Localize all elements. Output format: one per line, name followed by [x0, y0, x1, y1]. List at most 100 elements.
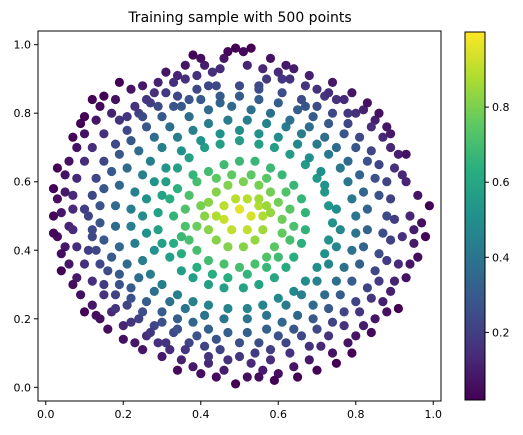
data-point — [304, 355, 314, 365]
data-point — [250, 348, 260, 358]
data-point — [382, 307, 392, 317]
data-point — [126, 293, 136, 303]
data-point — [87, 276, 97, 286]
data-point — [110, 221, 121, 231]
data-point — [362, 156, 372, 166]
data-point — [269, 375, 279, 385]
data-point — [296, 238, 307, 248]
data-point — [188, 317, 198, 327]
data-point — [362, 225, 372, 235]
data-point — [203, 166, 214, 177]
data-point — [355, 259, 365, 269]
data-point — [269, 142, 279, 153]
data-point — [281, 187, 291, 197]
data-point — [200, 341, 210, 351]
data-point — [203, 197, 214, 207]
data-point — [172, 365, 183, 375]
data-point — [296, 94, 307, 105]
data-point — [176, 146, 186, 156]
data-point — [114, 149, 124, 159]
data-point — [234, 351, 245, 362]
data-point — [215, 98, 225, 108]
data-point — [262, 74, 272, 84]
x-tick-label: 0.4 — [192, 408, 210, 421]
data-point — [331, 358, 341, 368]
y-tick-label: 1.0 — [14, 39, 32, 52]
data-point — [114, 269, 124, 279]
data-point — [141, 228, 152, 238]
data-point — [355, 170, 365, 180]
data-point — [219, 160, 229, 170]
data-point — [293, 139, 303, 149]
data-point — [99, 235, 109, 245]
y-tick-label: 0.6 — [14, 176, 32, 189]
data-point — [138, 81, 148, 91]
data-point — [188, 362, 198, 372]
data-point — [327, 77, 338, 87]
data-point — [122, 125, 132, 135]
data-point — [254, 201, 264, 211]
data-point — [172, 184, 183, 194]
data-point — [223, 303, 233, 314]
data-point — [176, 266, 186, 276]
data-point — [277, 214, 287, 224]
data-point — [157, 142, 167, 153]
data-point — [234, 125, 245, 135]
data-point — [169, 211, 179, 221]
data-point — [79, 112, 90, 122]
data-point — [87, 142, 97, 153]
data-point — [327, 218, 338, 228]
data-point — [300, 225, 310, 235]
data-point — [293, 310, 303, 320]
data-point — [130, 238, 140, 248]
data-point — [103, 324, 113, 334]
data-point — [149, 286, 159, 296]
data-point — [227, 225, 237, 235]
data-point — [308, 314, 318, 324]
data-point — [401, 177, 411, 187]
data-point — [172, 314, 183, 324]
data-point — [300, 101, 310, 111]
data-point — [238, 177, 248, 187]
data-point — [234, 136, 245, 146]
data-point — [424, 201, 434, 211]
data-point — [234, 91, 245, 101]
data-point — [331, 276, 341, 286]
data-point — [366, 146, 376, 156]
data-point — [134, 314, 144, 324]
data-point — [87, 300, 97, 310]
data-point — [296, 129, 307, 139]
data-point — [293, 105, 303, 115]
data-point — [200, 142, 210, 153]
data-point — [91, 115, 101, 125]
points-layer — [48, 43, 434, 389]
data-point — [184, 338, 194, 348]
data-point — [358, 242, 369, 252]
data-point — [130, 187, 140, 197]
data-point — [161, 67, 171, 77]
data-point — [68, 190, 78, 200]
data-point — [56, 266, 66, 276]
data-point — [347, 276, 357, 286]
data-point — [358, 105, 369, 115]
data-point — [138, 255, 148, 266]
data-point — [320, 249, 330, 259]
data-point — [176, 232, 186, 242]
data-point — [254, 129, 264, 139]
data-point — [370, 173, 380, 183]
data-point — [331, 242, 341, 252]
data-point — [72, 273, 82, 283]
data-point — [219, 365, 229, 375]
data-point — [219, 201, 229, 211]
data-point — [203, 279, 214, 290]
data-point — [289, 324, 299, 334]
data-point — [250, 259, 260, 269]
data-point — [242, 115, 252, 125]
data-point — [242, 269, 252, 279]
data-point — [95, 259, 105, 269]
colorbar-tick-label: 0.8 — [492, 101, 510, 114]
data-point — [262, 118, 272, 129]
data-point — [397, 232, 407, 242]
data-point — [122, 163, 132, 173]
data-point — [161, 338, 171, 348]
